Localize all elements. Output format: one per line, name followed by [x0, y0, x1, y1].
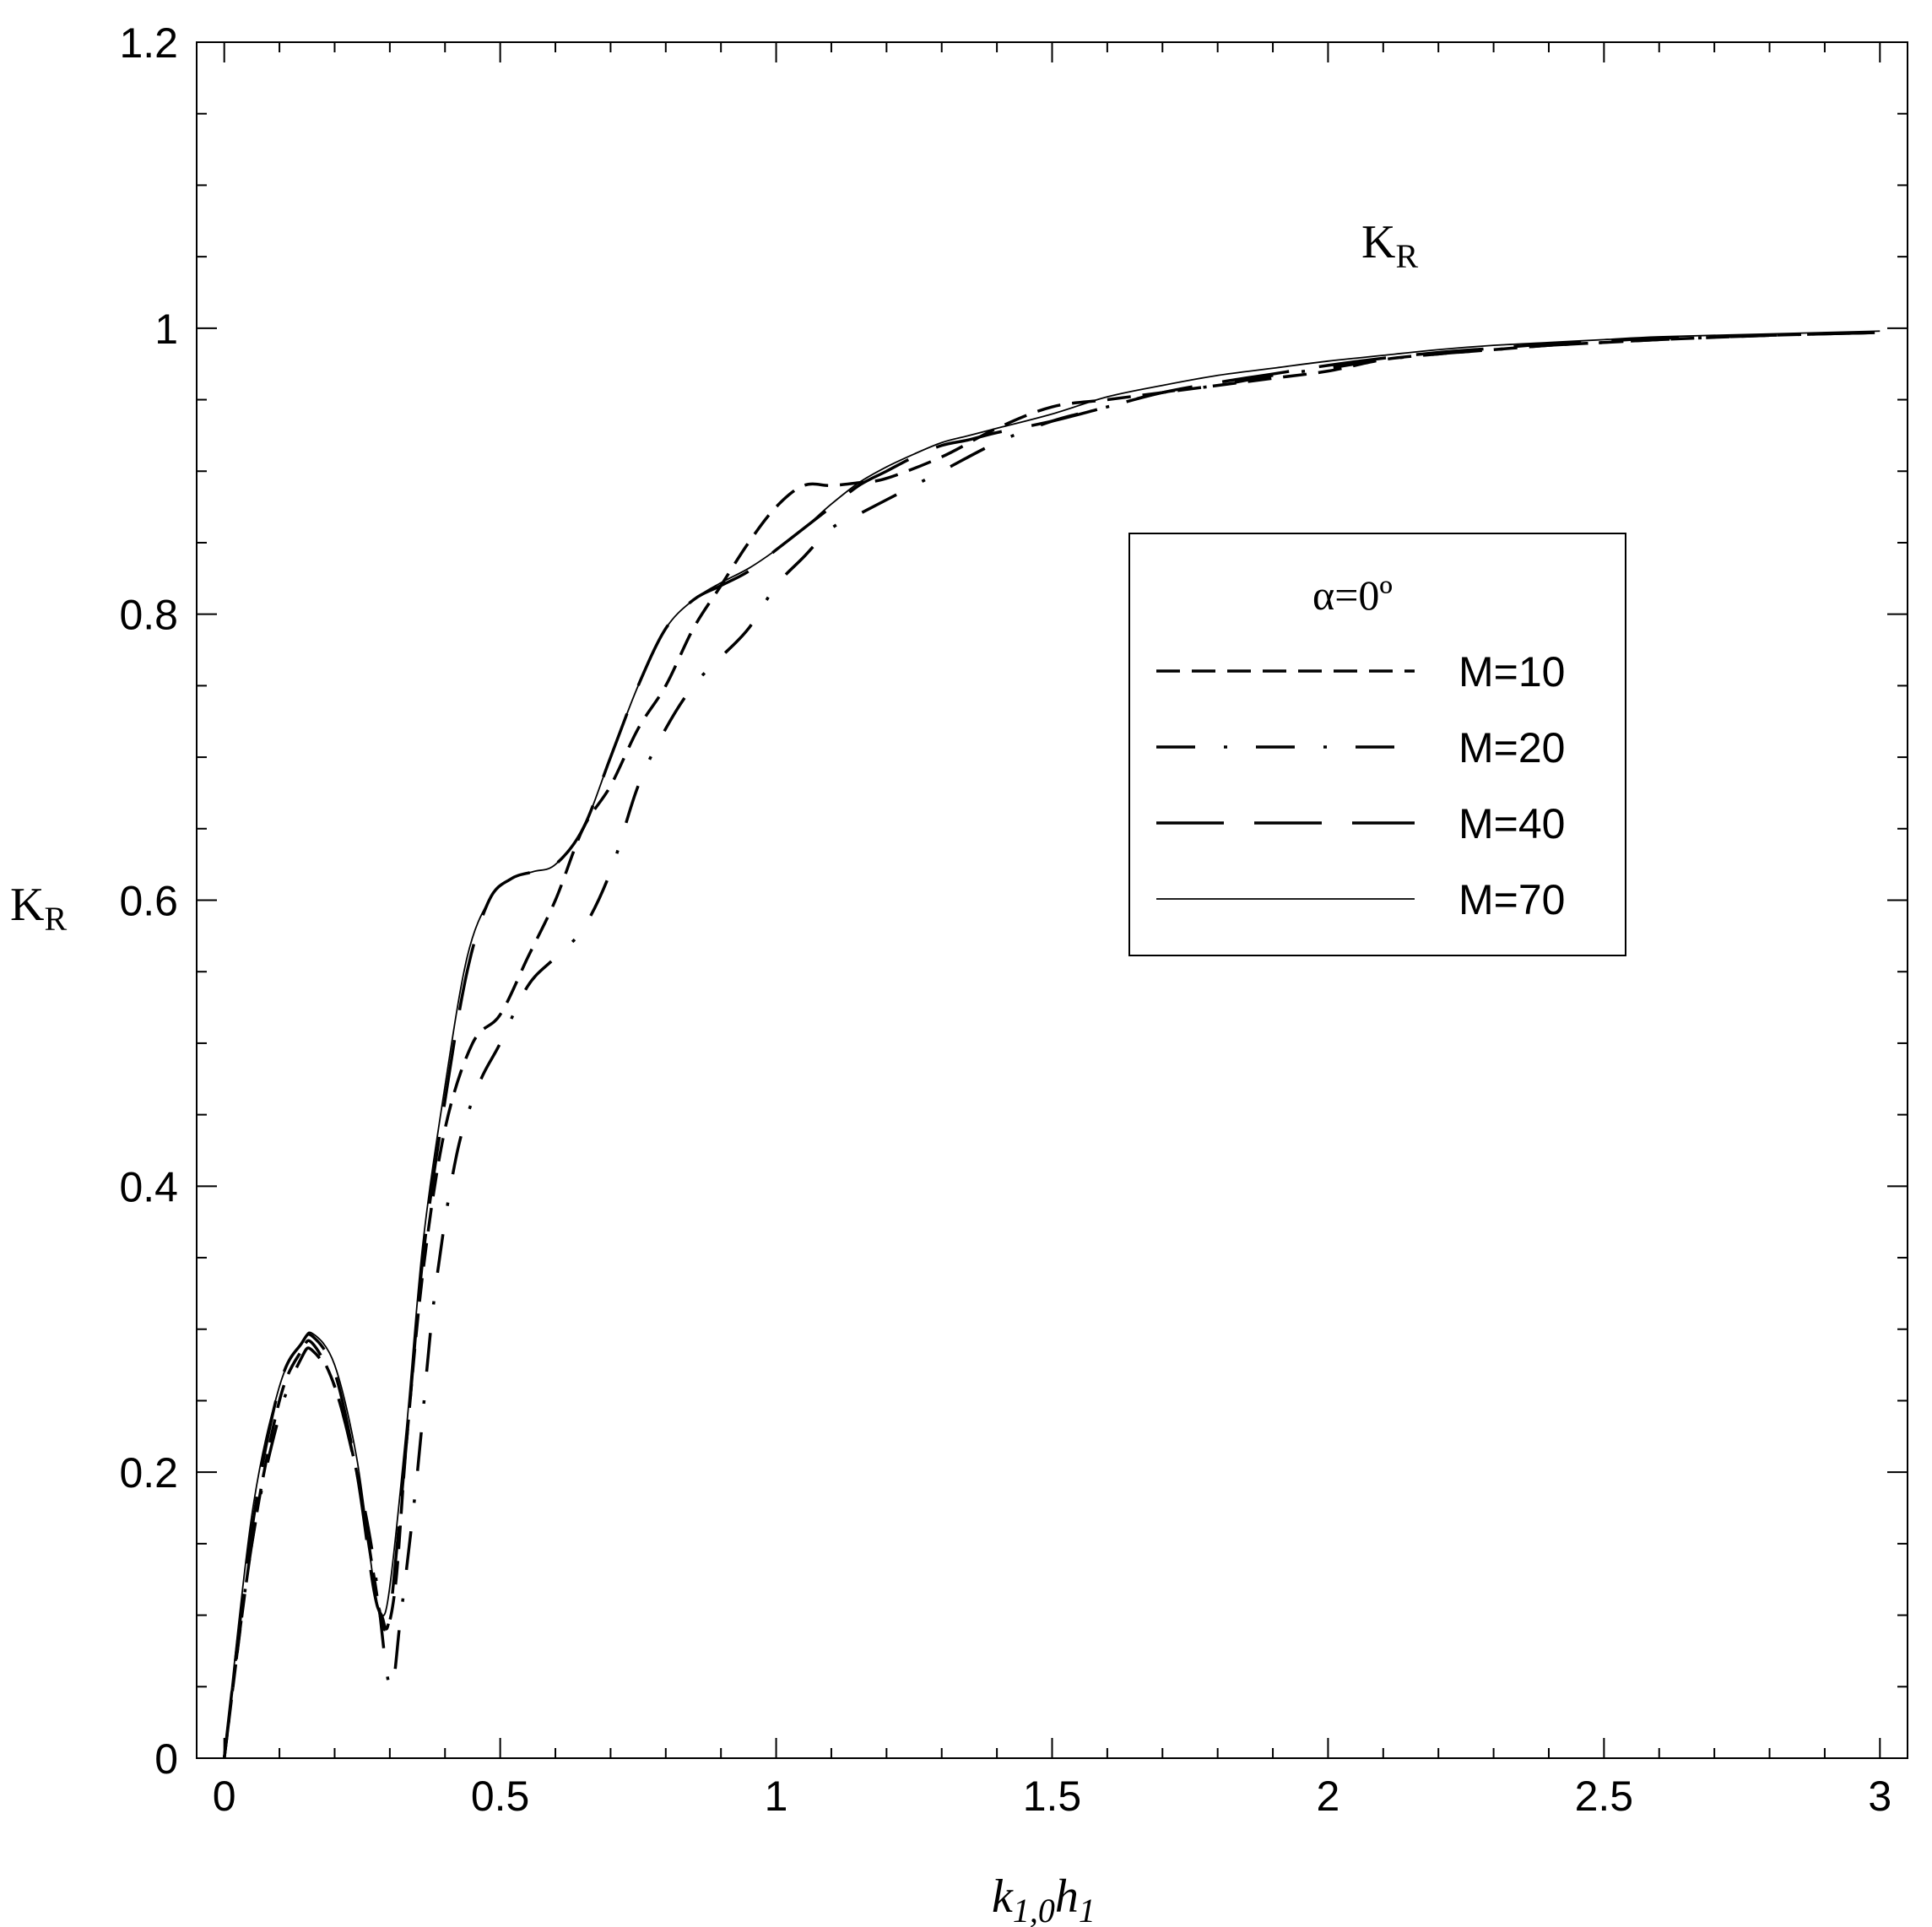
series-line-m-10 [222, 331, 1881, 1759]
series-line-m-20 [222, 331, 1881, 1759]
y-axis-label: KR [10, 879, 67, 938]
x-axis-label: k1,0h1 [992, 1870, 1096, 1927]
x-tick-label: 2 [1317, 1773, 1340, 1820]
y-tick-label: 0.2 [119, 1449, 178, 1497]
legend-label: M=10 [1458, 648, 1565, 696]
y-tick-label: 1 [154, 306, 178, 353]
x-axis-label-main2: h [1055, 1870, 1079, 1923]
x-axis-label-sub2: 1 [1079, 1892, 1096, 1927]
series-line-m-40 [222, 331, 1881, 1759]
series-group [222, 330, 1881, 1759]
axis-ticks [197, 41, 1908, 1759]
curve-annotation: KR [1361, 216, 1418, 275]
legend-title: α=0º [1312, 571, 1393, 619]
legend-label: M=70 [1458, 876, 1565, 923]
tick-labels: 0 0.5 1 1.5 2 2.5 3 0 0.2 0.4 0.6 0.8 1 1.2 [119, 19, 1891, 1820]
x-axis-label-main: k [992, 1870, 1014, 1923]
y-axis-label-sub: R [44, 900, 67, 938]
legend-label: M=40 [1458, 800, 1565, 847]
plot-frame [196, 41, 1908, 1759]
x-tick-label: 0.5 [471, 1773, 530, 1820]
x-axis-label-sub: 1,0 [1013, 1892, 1055, 1927]
legend-entries: M=10 M=20 M=40 M=70 [1156, 648, 1565, 923]
annotation-sub: R [1395, 237, 1418, 275]
legend-box [1128, 533, 1626, 956]
y-tick-label: 0.6 [119, 878, 178, 925]
legend-label: M=20 [1458, 724, 1565, 771]
x-tick-label: 2.5 [1575, 1773, 1634, 1820]
y-tick-label: 0.4 [119, 1163, 178, 1210]
series-line-m-70 [223, 330, 1881, 1759]
y-tick-label: 0 [154, 1735, 178, 1783]
y-tick-label: 0.8 [119, 592, 178, 639]
y-tick-label: 1.2 [119, 19, 178, 67]
x-tick-label: 3 [1868, 1773, 1891, 1820]
x-tick-label: 0 [213, 1773, 236, 1820]
y-axis-label-main: K [10, 879, 44, 931]
annotation-main: K [1361, 216, 1395, 268]
x-tick-label: 1.5 [1023, 1773, 1082, 1820]
legend: α=0º M=10 M=20 M=40 M=70 [1128, 533, 1626, 956]
x-tick-label: 1 [765, 1773, 788, 1820]
